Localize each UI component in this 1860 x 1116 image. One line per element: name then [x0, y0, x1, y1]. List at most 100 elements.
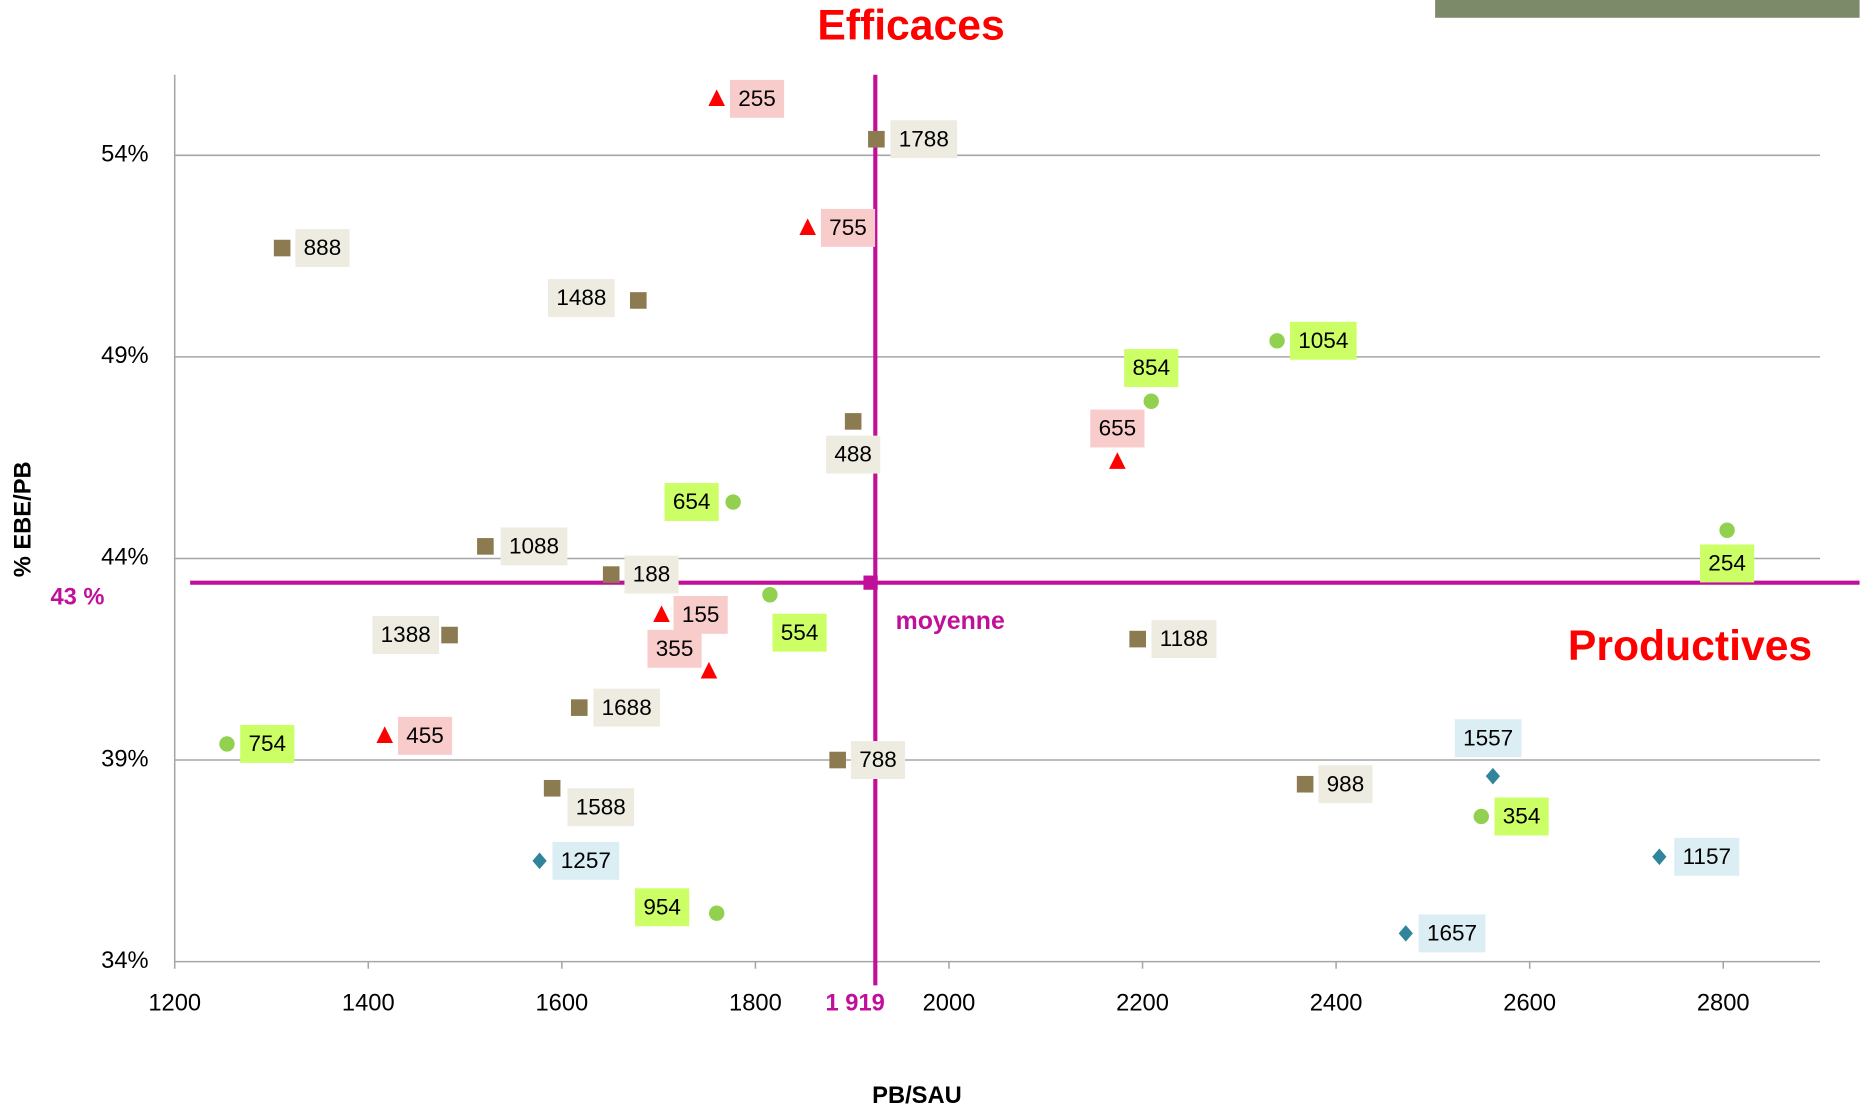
data-label-background	[624, 555, 679, 594]
data-label-background	[500, 527, 568, 566]
data-point	[708, 89, 725, 107]
data-label: 1257	[561, 848, 611, 873]
data-label: 254	[1708, 551, 1746, 576]
data-label: 854	[1132, 355, 1170, 380]
data-label-background	[820, 208, 876, 247]
data-label: 755	[829, 215, 867, 240]
y-tick-label: 39%	[101, 746, 148, 772]
data-label: 455	[406, 723, 444, 748]
data-label: 1088	[509, 534, 559, 559]
data-label-background	[1700, 544, 1755, 583]
data-label-background	[397, 716, 453, 755]
data-point	[532, 852, 547, 870]
data-point	[629, 292, 647, 309]
data-label-background	[1318, 765, 1373, 804]
data-label-background	[850, 741, 906, 780]
mean-point	[863, 575, 878, 590]
data-label: 754	[248, 731, 286, 756]
data-label-background	[1494, 797, 1549, 836]
mean-x-label: 1 919	[825, 991, 884, 1017]
data-label: 1588	[576, 794, 626, 819]
data-point	[844, 413, 862, 430]
data-label-background	[1674, 837, 1740, 876]
data-label-background	[548, 279, 615, 318]
data-point	[219, 736, 235, 752]
data-label: 255	[738, 86, 776, 111]
data-label-background	[372, 616, 440, 655]
y-tick-label: 44%	[101, 545, 148, 571]
data-label: 155	[682, 602, 720, 627]
x-tick-label: 1400	[342, 991, 395, 1017]
annotation-right: Productives	[1568, 622, 1812, 670]
y-axis-title: % EBE/PB	[10, 461, 36, 577]
data-label-background	[1289, 321, 1357, 360]
data-label: 1488	[556, 285, 606, 310]
data-point	[376, 726, 394, 743]
data-label-background	[1151, 620, 1217, 659]
data-label: 888	[304, 235, 342, 260]
data-label: 1157	[1683, 844, 1731, 869]
data-label-background	[664, 483, 719, 521]
data-label-background	[567, 788, 635, 827]
data-label: 954	[643, 894, 681, 919]
data-point	[1296, 775, 1314, 793]
data-label: 654	[673, 489, 711, 514]
data-point	[868, 130, 885, 148]
data-point	[1398, 925, 1413, 942]
data-point	[725, 494, 741, 510]
data-label: 355	[656, 636, 694, 661]
data-point	[1473, 808, 1489, 825]
data-point	[1719, 522, 1735, 538]
data-point	[273, 239, 291, 257]
data-point	[799, 218, 816, 236]
data-point	[762, 587, 778, 603]
data-label: 988	[1327, 771, 1365, 796]
data-label: 354	[1503, 804, 1541, 829]
data-point	[708, 905, 725, 921]
data-label-background	[729, 79, 785, 118]
photo-fragment	[1435, 0, 1860, 18]
data-label-background	[593, 688, 661, 727]
data-label: 554	[781, 620, 819, 645]
data-label-background	[826, 435, 881, 474]
data-point	[1652, 848, 1667, 866]
mean-y-label: 43 %	[50, 584, 104, 610]
x-tick-label: 1800	[729, 991, 782, 1017]
data-point	[477, 538, 494, 555]
data-point	[1269, 333, 1285, 349]
x-tick-label: 2800	[1697, 991, 1750, 1017]
data-label: 655	[1099, 416, 1137, 441]
data-label-background	[1418, 914, 1486, 953]
y-tick-label: 34%	[101, 948, 148, 974]
data-label-background	[647, 629, 702, 668]
data-label: 188	[633, 562, 671, 587]
data-label-background	[1454, 719, 1522, 758]
data-label-background	[772, 613, 827, 652]
data-point	[700, 661, 718, 679]
data-label-background	[1090, 409, 1145, 448]
data-label: 1054	[1298, 328, 1348, 353]
data-label: 1688	[602, 695, 652, 720]
data-label: 788	[859, 747, 897, 772]
data-point	[441, 626, 458, 644]
data-point	[829, 751, 846, 769]
data-point	[570, 699, 588, 716]
data-label-background	[295, 229, 350, 268]
data-label: 1557	[1463, 725, 1513, 750]
data-label-background	[240, 724, 295, 763]
data-label-background	[673, 595, 728, 634]
data-label-background	[552, 841, 620, 880]
data-label: 1657	[1427, 921, 1477, 946]
data-label-background	[1124, 349, 1179, 388]
y-tick-label: 54%	[101, 142, 148, 168]
data-point	[1129, 630, 1146, 648]
data-label: 1388	[381, 622, 431, 647]
data-point	[1109, 452, 1126, 469]
mean-label: moyenne	[896, 607, 1005, 635]
data-point	[1143, 393, 1159, 409]
x-tick-label: 2400	[1310, 991, 1363, 1017]
y-tick-label: 49%	[101, 343, 148, 369]
x-tick-label: 2000	[923, 991, 976, 1017]
